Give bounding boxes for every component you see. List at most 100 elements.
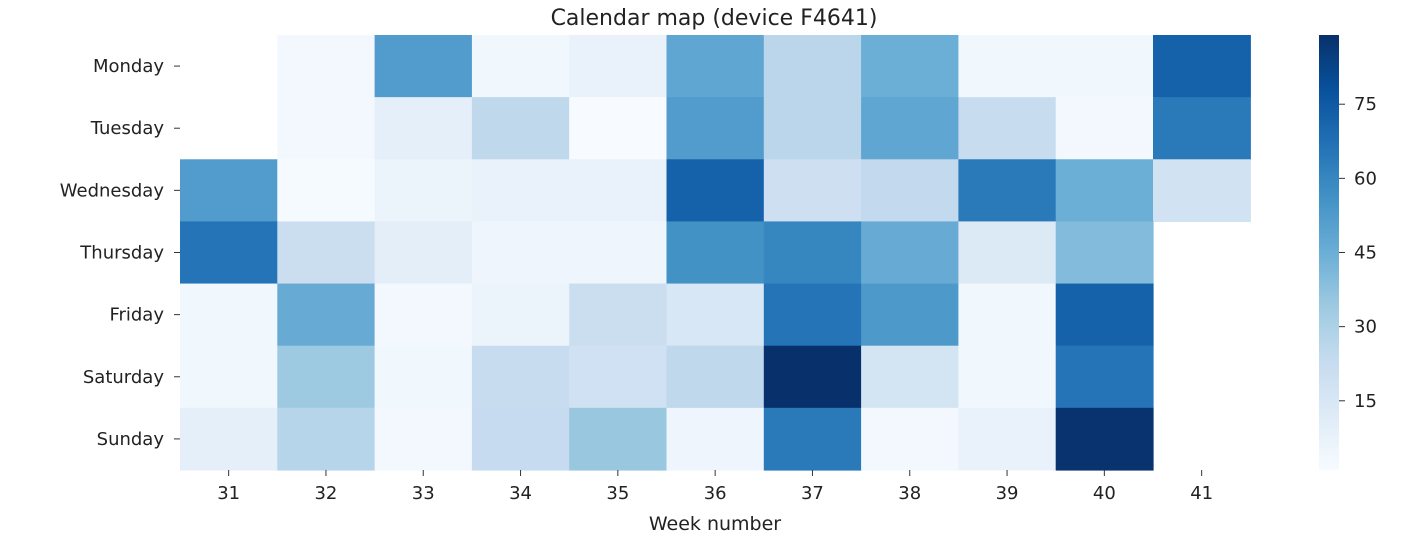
heatmap-cell [374, 407, 473, 471]
heatmap-cell [1055, 345, 1154, 409]
heatmap-cell [763, 407, 862, 471]
heatmap-cell [861, 283, 959, 347]
heatmap-cell [471, 407, 570, 471]
heatmap-cell [180, 221, 278, 285]
heatmap-cell [374, 283, 473, 347]
heatmap-cell [666, 407, 765, 471]
colorbar-tick-label: 45 [1354, 243, 1377, 264]
heatmap-cell [471, 283, 570, 347]
heatmap-cell [666, 283, 765, 347]
heatmap-cell [666, 159, 765, 223]
y-tick-label: Friday [109, 305, 164, 326]
x-tick-label: 37 [801, 483, 824, 504]
heatmap-cell [958, 283, 1057, 347]
y-tick-label: Thursday [79, 242, 164, 263]
heatmap-cell [180, 159, 278, 223]
heatmap-cell [277, 283, 376, 347]
heatmap-cell [1055, 97, 1154, 160]
colorbar-ticks: 15 30 45 60 75 [1339, 94, 1377, 412]
heatmap-cell [1055, 159, 1154, 223]
heatmap-cell [763, 345, 862, 409]
colorbar [1319, 35, 1339, 470]
heatmap-cell [763, 97, 862, 160]
heatmap-cell [666, 221, 765, 285]
heatmap-cell [958, 35, 1057, 98]
heatmap-cell [374, 97, 473, 160]
heatmap-cell [763, 221, 862, 285]
y-tick-label: Sunday [97, 429, 165, 450]
heatmap-cell [1153, 159, 1251, 223]
heatmap-cell [374, 35, 473, 98]
heatmap-cell [1055, 407, 1154, 471]
x-tick-label: 40 [1093, 483, 1116, 504]
heatmap-cell [958, 221, 1057, 285]
heatmap-cell [374, 221, 473, 285]
x-tick-label: 39 [996, 483, 1019, 504]
y-tick-label: Monday [93, 56, 164, 77]
heatmap-cell [569, 283, 668, 347]
heatmap-cell [1153, 97, 1251, 160]
heatmap-cell [763, 35, 862, 98]
x-axis-ticks: 31 32 33 34 35 36 37 38 39 40 41 [217, 470, 1213, 504]
heatmap-cell [1153, 35, 1251, 98]
heatmap-cell [958, 407, 1057, 471]
y-tick-label: Wednesday [60, 180, 165, 201]
x-tick-label: 35 [606, 483, 629, 504]
x-tick-label: 33 [412, 483, 435, 504]
colorbar-tick-label: 75 [1354, 94, 1377, 115]
heatmap-cell [958, 97, 1057, 160]
colorbar-tick-label: 15 [1354, 391, 1377, 412]
heatmap-cell [861, 407, 959, 471]
heatmap-cell [569, 345, 668, 409]
x-axis-title: Week number [649, 513, 781, 535]
heatmap-cell [471, 97, 570, 160]
heatmap-cell [861, 35, 959, 98]
heatmap-cell [569, 97, 668, 160]
heatmap-cell [569, 221, 668, 285]
heatmap-cell [666, 35, 765, 98]
heatmap-cell [958, 159, 1057, 223]
heatmap-cell [374, 159, 473, 223]
x-tick-label: 41 [1190, 483, 1213, 504]
x-tick-label: 36 [704, 483, 727, 504]
heatmap-cell [471, 221, 570, 285]
heatmap-cell [1055, 221, 1154, 285]
chart-title: Calendar map (device F4641) [551, 6, 878, 31]
heatmap-cell [861, 97, 959, 160]
heatmap-cell [569, 35, 668, 98]
heatmap-cell [277, 407, 376, 471]
heatmap-cell [861, 221, 959, 285]
heatmap-cell [763, 159, 862, 223]
colorbar-tick-label: 60 [1354, 168, 1377, 189]
heatmap-cell [277, 159, 376, 223]
heatmap-cell [180, 345, 278, 409]
x-tick-label: 38 [898, 483, 921, 504]
heatmap-cell [180, 283, 278, 347]
heatmap-cell [471, 159, 570, 223]
x-tick-label: 34 [509, 483, 532, 504]
y-tick-label: Tuesday [90, 118, 165, 139]
heatmap-cells [180, 35, 1251, 471]
heatmap-cell [958, 345, 1057, 409]
heatmap-cell [569, 407, 668, 471]
heatmap-cell [277, 221, 376, 285]
heatmap-cell [569, 159, 668, 223]
heatmap-cell [374, 345, 473, 409]
heatmap-cell [861, 159, 959, 223]
y-tick-label: Saturday [83, 367, 164, 388]
heatmap-cell [471, 35, 570, 98]
x-tick-label: 31 [217, 483, 240, 504]
y-axis-ticks: Monday Tuesday Wednesday Thursday Friday Satu… [60, 56, 180, 450]
colorbar-tick-label: 30 [1354, 317, 1377, 338]
heatmap-cell [277, 35, 376, 98]
heatmap-cell [666, 345, 765, 409]
heatmap-cell [471, 345, 570, 409]
heatmap-cell [666, 97, 765, 160]
x-tick-label: 32 [314, 483, 337, 504]
heatmap-cell [1055, 35, 1154, 98]
heatmap-cell [277, 97, 376, 160]
heatmap-cell [861, 345, 959, 409]
heatmap-cell [180, 407, 278, 471]
heatmap-cell [277, 345, 376, 409]
